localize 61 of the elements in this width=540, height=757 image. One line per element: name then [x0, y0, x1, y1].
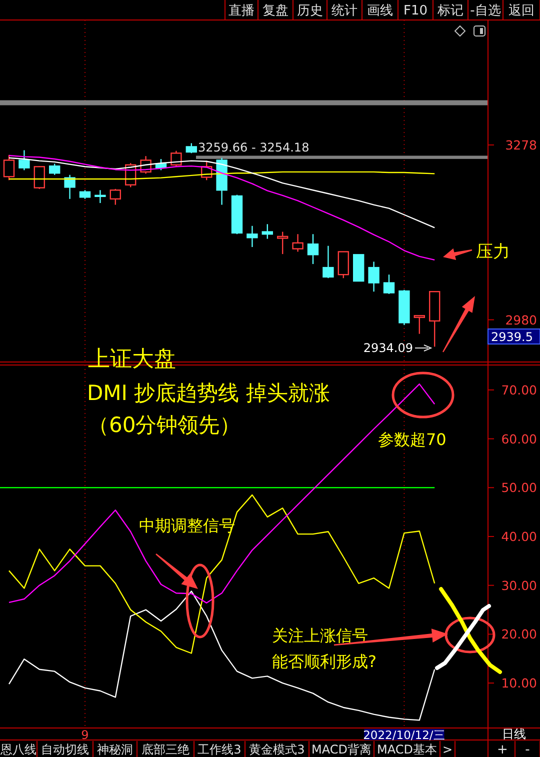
- annotation: DMI 抄底趋势线 掉头就涨: [87, 381, 330, 405]
- candlestick: [110, 188, 121, 206]
- text: MACD基本: [377, 742, 437, 756]
- candlestick: [64, 174, 76, 200]
- y-tick-label: 50.00: [501, 480, 538, 496]
- text: 画线: [367, 4, 393, 19]
- y-tick-label: 30.00: [501, 578, 538, 593]
- candlestick: [3, 154, 15, 181]
- candlestick: [94, 190, 106, 204]
- x-tick-label: 2022/10/12/三: [363, 728, 446, 742]
- y-tick-label: 3278: [505, 137, 538, 152]
- y-tick-label: 70.00: [501, 382, 538, 398]
- text: MACD背离: [312, 742, 372, 756]
- candlestick: [262, 224, 273, 240]
- text: F10: [403, 4, 428, 19]
- text: -自选: [470, 4, 501, 19]
- y-tick-label: 10.00: [501, 676, 538, 691]
- candlestick: [246, 225, 258, 248]
- band-label: 3259.66 - 3254.18: [198, 140, 310, 155]
- candlestick: [368, 261, 380, 292]
- line-series: [8, 154, 436, 261]
- text: 自动切线: [41, 742, 89, 756]
- text: >: [442, 742, 453, 756]
- candlestick: [322, 245, 334, 279]
- text: 直播: [228, 4, 254, 19]
- text: 神秘洞: [97, 742, 133, 756]
- text: 标记: [436, 4, 464, 19]
- candlestick: [338, 251, 349, 279]
- text: 统计: [332, 4, 358, 19]
- y-tick-label: 60.00: [501, 431, 538, 446]
- text: 底部三绝: [142, 742, 190, 756]
- candlestick: [186, 142, 197, 154]
- line-series: [8, 494, 436, 654]
- candlestick: [292, 234, 304, 252]
- candlestick: [383, 274, 395, 295]
- text: 工作线3: [198, 742, 242, 756]
- x-tick-label: 9: [81, 728, 89, 742]
- annotation: 参数超70: [378, 430, 446, 449]
- text: -: [525, 742, 530, 757]
- text: 日线: [502, 727, 526, 741]
- text: 黄金模式3: [249, 742, 305, 756]
- text: 2939.5: [491, 330, 533, 344]
- candlestick: [18, 150, 30, 171]
- annotation: 2934.09: [363, 341, 413, 355]
- text: +: [497, 742, 508, 757]
- candlestick: [307, 234, 319, 265]
- text: 历史: [297, 4, 323, 19]
- text: 复盘: [262, 4, 288, 19]
- annotation: 能否顺利形成?: [272, 652, 376, 671]
- text: 返回: [508, 4, 534, 19]
- candlestick: [277, 231, 288, 255]
- annotation: （60分钟领先）: [88, 413, 241, 437]
- candlestick: [49, 163, 60, 176]
- y-tick-label: 20.00: [501, 626, 538, 642]
- candlestick: [34, 165, 45, 190]
- text: 恩八线: [0, 742, 36, 756]
- y-tick-label: 2980: [505, 312, 538, 328]
- candlestick: [414, 315, 425, 334]
- candlestick: [170, 150, 182, 168]
- line-series: [8, 590, 436, 721]
- y-tick-label: 40.00: [501, 528, 538, 544]
